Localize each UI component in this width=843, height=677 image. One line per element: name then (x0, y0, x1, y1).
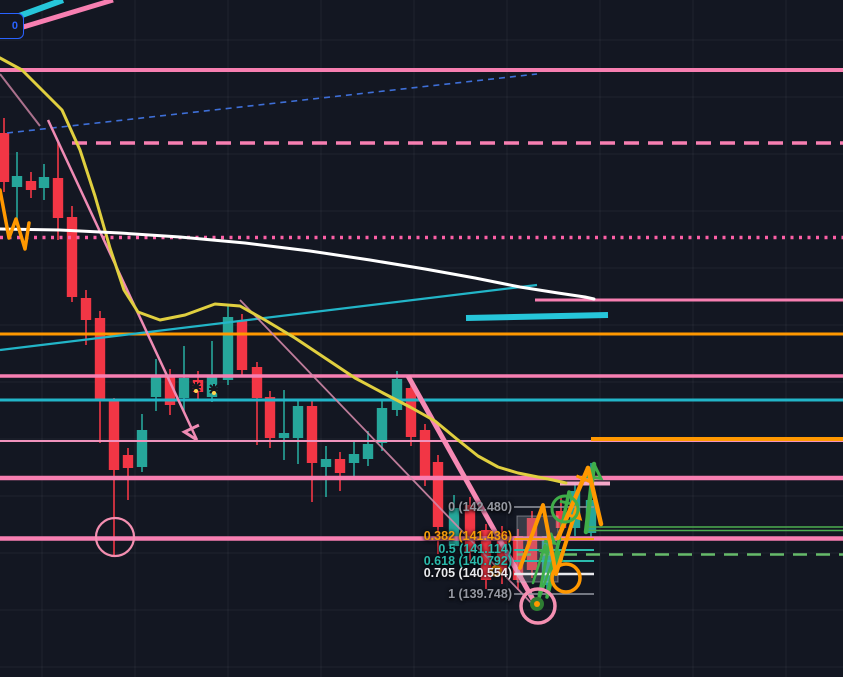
candle (80, 298, 92, 320)
candle (555, 511, 567, 528)
arrow-annotation-head[interactable] (538, 544, 550, 555)
candle (251, 367, 263, 398)
candle (164, 377, 176, 405)
arrow-annotation[interactable] (585, 465, 604, 527)
annotation-arrows[interactable] (518, 461, 604, 604)
sparkle-marker (209, 384, 219, 395)
fib-level-label[interactable]: 0.382 (141.436) (423, 529, 512, 543)
candle (264, 397, 276, 438)
ma-curve-yellow[interactable] (0, 56, 568, 485)
candle (222, 317, 234, 380)
candle (464, 505, 476, 552)
candle (320, 459, 332, 467)
pink-arrow-shaft[interactable] (46, 119, 199, 441)
fib-level-label[interactable]: 0.618 (140.792) (423, 554, 512, 568)
trend-line[interactable] (239, 299, 537, 609)
trend-line[interactable] (405, 374, 538, 605)
arrow-annotation[interactable] (536, 538, 562, 604)
candle (526, 518, 538, 570)
price-badge-label: 0 (11, 20, 18, 32)
fib-level-label[interactable]: 0.705 (140.554) (423, 566, 512, 580)
candle (38, 177, 50, 188)
candle (236, 321, 248, 370)
horizontal-levels (0, 68, 843, 556)
fib-level-label[interactable]: 0 (142.480) (448, 500, 512, 514)
candle (432, 462, 444, 527)
arrow-annotation[interactable] (583, 461, 597, 535)
circle-annotation[interactable] (490, 565, 502, 577)
dot-annotation[interactable] (534, 601, 540, 607)
candle (405, 388, 417, 437)
candle (108, 400, 120, 470)
candle (292, 406, 304, 438)
candle (348, 454, 360, 463)
candle (585, 500, 597, 533)
candle (150, 376, 162, 397)
candle (278, 433, 290, 438)
candle (334, 459, 346, 473)
candle (448, 508, 460, 546)
trend-line[interactable] (0, 283, 538, 352)
candle (11, 176, 23, 187)
candle (136, 430, 148, 467)
pink-arrow-head[interactable] (181, 423, 200, 442)
candle (512, 536, 524, 580)
pink-arrow[interactable] (46, 119, 200, 442)
candle (306, 406, 318, 463)
candle (52, 178, 64, 218)
candle (0, 133, 10, 182)
fib-level-label[interactable]: 0.5 (141.114) (438, 542, 512, 556)
price-badge[interactable]: 0 (0, 13, 24, 39)
candle (496, 533, 508, 575)
ma-curve-white[interactable] (0, 227, 596, 301)
candle (122, 455, 134, 468)
fib-level-label[interactable]: 1 (139.748) (448, 587, 512, 601)
trend-line[interactable] (6, 73, 538, 134)
circle-annotation[interactable] (519, 587, 557, 625)
candle (178, 378, 190, 398)
trend-line[interactable] (465, 312, 609, 321)
sparkle-marker (191, 382, 201, 393)
candle (419, 430, 431, 477)
circle-annotation[interactable] (550, 494, 580, 524)
trend-line[interactable] (0, 73, 41, 127)
circle-annotation[interactable] (94, 516, 136, 558)
trend-lines (0, 0, 609, 609)
candle (94, 318, 106, 400)
candle (25, 181, 37, 190)
candle (391, 379, 403, 410)
candle (66, 217, 78, 297)
zigzag-annotation[interactable] (0, 188, 31, 251)
candle (376, 408, 388, 443)
arrow-annotation-head[interactable] (543, 533, 558, 546)
sparkle-dot (212, 391, 216, 395)
candle (362, 444, 374, 459)
sparkle-dot (194, 389, 198, 393)
arrow-annotation[interactable] (518, 503, 579, 576)
circle-annotation[interactable] (550, 562, 582, 594)
